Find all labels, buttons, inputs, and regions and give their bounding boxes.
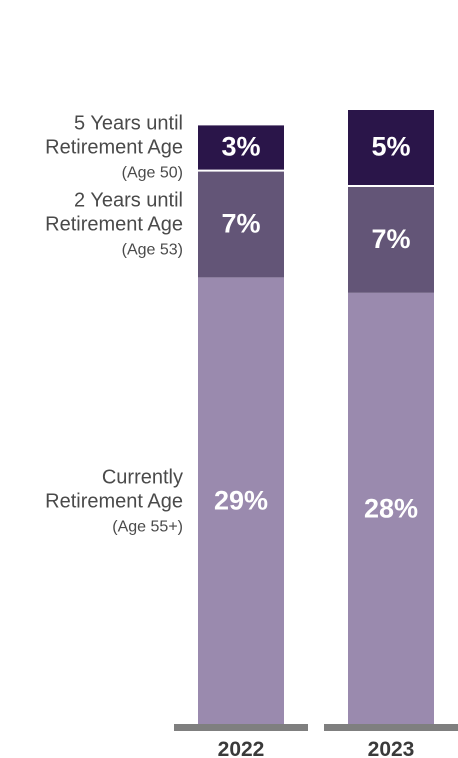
bar-segment-2023-1: [348, 187, 434, 293]
row-label-line: Retirement Age: [45, 137, 183, 159]
bar-segment-2023-0: [348, 292, 434, 724]
value-label-2023-2: 5%: [371, 132, 410, 162]
bar-segment-2022-1: [198, 171, 284, 278]
bar-segment-2022-0: [198, 277, 284, 724]
row-label-line: 5 Years until: [74, 113, 183, 135]
bars-group: 29% 7% 3% 28% 7% 5%: [198, 110, 434, 724]
value-label-2022-2: 3%: [221, 132, 260, 162]
row-sub-label: (Age 55+): [112, 519, 183, 536]
row-label-line: Currently: [102, 467, 183, 489]
value-label-2022-0: 29%: [214, 486, 268, 516]
row-label-line: Retirement Age: [45, 214, 183, 236]
axis-line-2023: [324, 724, 458, 731]
value-label-2023-1: 7%: [371, 224, 410, 254]
category-label-2022: 2022: [218, 738, 265, 758]
x-axis: 2022 2023: [174, 724, 458, 758]
value-label-2022-1: 7%: [221, 209, 260, 239]
row-label-line: 2 Years until: [74, 190, 183, 212]
bar-segment-2023-2: [348, 110, 434, 185]
axis-line-2022: [174, 724, 308, 731]
category-label-2023: 2023: [368, 738, 415, 758]
value-label-2023-0: 28%: [364, 493, 418, 523]
row-sub-label: (Age 50): [122, 165, 183, 182]
row-label-line: Retirement Age: [45, 491, 183, 513]
bar-segment-2022-2: [198, 125, 284, 170]
row-sub-label: (Age 53): [122, 242, 183, 259]
